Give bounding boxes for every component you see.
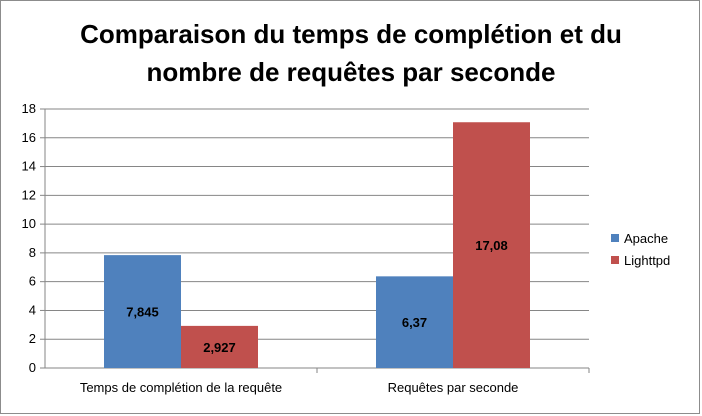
legend-label-lighttpd: Lighttpd (624, 252, 671, 268)
legend-item-apache: Apache (611, 227, 670, 249)
legend-swatch-apache (611, 234, 619, 242)
y-tick-label: 8 (29, 245, 36, 260)
bar-apache-0 (104, 255, 181, 368)
data-label: 17,08 (475, 238, 508, 253)
bar-lighttpd-1 (453, 122, 530, 368)
y-tick-label: 2 (29, 331, 36, 346)
y-tick-label: 6 (29, 274, 36, 289)
x-tick-label: Temps de complétion de la requête (80, 380, 282, 395)
data-label: 2,927 (203, 340, 236, 355)
y-tick-label: 18 (22, 101, 36, 116)
legend-item-lighttpd: Lighttpd (611, 249, 670, 271)
y-tick-label: 10 (22, 216, 36, 231)
y-tick-label: 12 (22, 187, 36, 202)
chart-title: Comparaison du temps de complétion et du… (80, 19, 622, 87)
y-tick-label: 4 (29, 302, 36, 317)
bar-apache-1 (376, 276, 453, 368)
y-tick-label: 0 (29, 360, 36, 375)
x-tick-label: Requêtes par seconde (388, 380, 519, 395)
y-tick-label: 16 (22, 130, 36, 145)
data-label: 6,37 (402, 315, 427, 330)
bar-lighttpd-0 (181, 325, 258, 368)
data-label: 7,845 (126, 305, 159, 320)
chart-legend: Apache Lighttpd (611, 227, 670, 271)
legend-swatch-lighttpd (611, 256, 619, 264)
y-tick-label: 14 (22, 159, 36, 174)
legend-label-apache: Apache (624, 230, 669, 246)
